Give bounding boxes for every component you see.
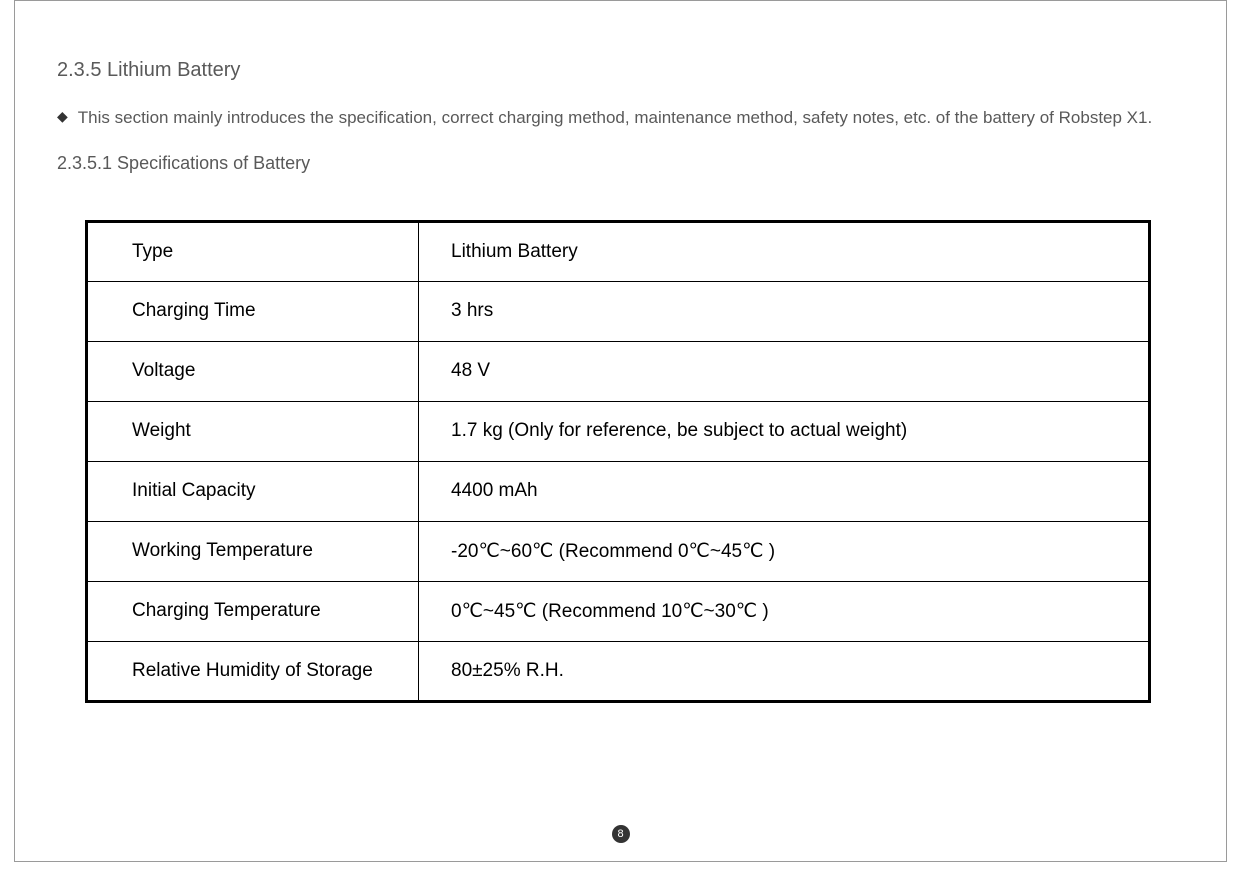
spec-label: Charging Temperature	[87, 581, 419, 641]
spec-label: Type	[87, 221, 419, 281]
table-row: Voltage 48 V	[87, 341, 1150, 401]
table-row: Charging Temperature 0℃~45℃ (Recommend 1…	[87, 581, 1150, 641]
page-content: 2.3.5 Lithium Battery ◆ This section mai…	[15, 1, 1226, 703]
spec-value: 4400 mAh	[419, 461, 1150, 521]
section-title: 2.3.5 Lithium Battery	[57, 59, 1184, 82]
spec-value: 1.7 kg (Only for reference, be subject t…	[419, 401, 1150, 461]
intro-row: ◆ This section mainly introduces the spe…	[57, 106, 1184, 131]
spec-value: Lithium Battery	[419, 221, 1150, 281]
table-row: Initial Capacity 4400 mAh	[87, 461, 1150, 521]
spec-label: Relative Humidity of Storage	[87, 641, 419, 701]
spec-label: Initial Capacity	[87, 461, 419, 521]
subsection-title: 2.3.5.1 Specifications of Battery	[57, 153, 1184, 174]
table-row: Type Lithium Battery	[87, 221, 1150, 281]
spec-value: 0℃~45℃ (Recommend 10℃~30℃ )	[419, 581, 1150, 641]
page-frame: 2.3.5 Lithium Battery ◆ This section mai…	[14, 0, 1227, 862]
intro-text: This section mainly introduces the speci…	[78, 106, 1152, 131]
spec-label: Charging Time	[87, 281, 419, 341]
spec-label: Weight	[87, 401, 419, 461]
spec-value: -20℃~60℃ (Recommend 0℃~45℃ )	[419, 521, 1150, 581]
spec-label: Voltage	[87, 341, 419, 401]
diamond-bullet-icon: ◆	[57, 108, 68, 125]
battery-spec-table: Type Lithium Battery Charging Time 3 hrs…	[85, 220, 1151, 703]
table-row: Weight 1.7 kg (Only for reference, be su…	[87, 401, 1150, 461]
spec-value: 3 hrs	[419, 281, 1150, 341]
page-number-badge: 8	[612, 825, 630, 843]
table-row: Relative Humidity of Storage 80±25% R.H.	[87, 641, 1150, 701]
spec-value: 48 V	[419, 341, 1150, 401]
spec-label: Working Temperature	[87, 521, 419, 581]
table-row: Charging Time 3 hrs	[87, 281, 1150, 341]
table-row: Working Temperature -20℃~60℃ (Recommend …	[87, 521, 1150, 581]
spec-value: 80±25% R.H.	[419, 641, 1150, 701]
